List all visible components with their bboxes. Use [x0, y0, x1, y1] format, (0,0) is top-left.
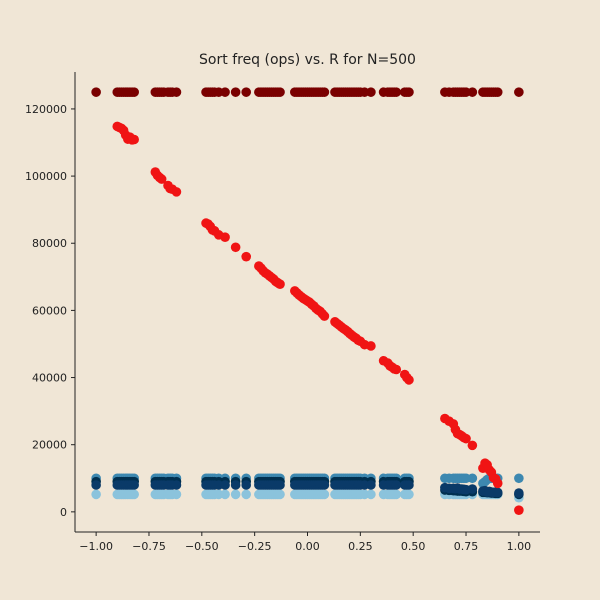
- data-point: [391, 364, 402, 375]
- x-tick-label: 1.00: [507, 540, 532, 553]
- data-point: [366, 341, 376, 351]
- data-point: [319, 489, 330, 500]
- data-point: [171, 489, 182, 500]
- data-point: [467, 484, 478, 494]
- data-point: [275, 489, 285, 500]
- x-ticks: −1.00 −0.75 −0.50 −0.25 0.00 0.25 0.50 0.75 1.00: [79, 532, 531, 553]
- data-point: [467, 473, 478, 484]
- data-point: [156, 174, 167, 184]
- y-tick-label: 120000: [25, 103, 67, 116]
- y-tick-label: 20000: [32, 439, 67, 452]
- data-point: [220, 489, 230, 500]
- x-tick-label: −0.50: [185, 540, 219, 553]
- data-point: [514, 488, 524, 498]
- data-point: [391, 87, 402, 97]
- data-point: [230, 489, 241, 500]
- data-point: [129, 87, 139, 97]
- data-point: [366, 87, 376, 97]
- data-point: [404, 489, 414, 500]
- data-point: [241, 489, 252, 500]
- data-point: [319, 480, 330, 490]
- y-tick-label: 40000: [32, 372, 67, 385]
- data-point: [241, 251, 252, 262]
- y-ticks: 0 20000 40000 60000 80000 100000 120000: [25, 103, 75, 519]
- x-tick-label: −0.75: [132, 540, 166, 553]
- data-point: [241, 87, 252, 97]
- data-point: [366, 489, 376, 500]
- x-tick-label: 0.25: [348, 540, 373, 553]
- data-point: [129, 134, 139, 145]
- data-point: [467, 440, 478, 451]
- data-point: [514, 505, 524, 515]
- data-point: [171, 87, 182, 97]
- data-point: [230, 480, 241, 490]
- x-tick-label: 0.50: [401, 540, 426, 553]
- data-point: [492, 87, 503, 97]
- y-tick-label: 60000: [32, 304, 67, 317]
- data-point: [241, 480, 252, 490]
- data-point: [404, 87, 414, 97]
- data-point: [91, 480, 101, 490]
- y-tick-label: 100000: [25, 170, 67, 183]
- data-point: [220, 480, 230, 490]
- data-point: [404, 375, 414, 385]
- data-point: [129, 480, 139, 490]
- plot-points: [91, 87, 524, 515]
- x-tick-label: 0.00: [295, 540, 320, 553]
- data-point: [404, 480, 414, 490]
- data-point: [275, 87, 285, 97]
- data-point: [366, 480, 376, 490]
- x-tick-label: 0.75: [454, 540, 479, 553]
- data-point: [220, 232, 230, 242]
- data-point: [275, 480, 285, 490]
- data-point: [129, 489, 139, 500]
- data-point: [514, 473, 524, 484]
- data-point: [391, 480, 402, 490]
- data-point: [391, 489, 402, 500]
- data-point: [319, 311, 330, 321]
- data-point: [230, 87, 241, 97]
- data-point: [230, 242, 241, 253]
- chart-title: Sort freq (ops) vs. R for N=500: [199, 52, 416, 68]
- x-tick-label: −1.00: [79, 540, 113, 553]
- data-point: [467, 87, 478, 97]
- data-point: [492, 487, 503, 498]
- data-point: [220, 87, 230, 97]
- data-point: [461, 433, 471, 444]
- data-point: [492, 478, 503, 489]
- data-point: [319, 87, 330, 97]
- data-point: [171, 187, 182, 197]
- data-point: [91, 87, 101, 97]
- data-point: [91, 489, 101, 500]
- y-tick-label: 80000: [32, 237, 67, 250]
- data-point: [514, 87, 524, 97]
- x-tick-label: −0.25: [238, 540, 272, 553]
- data-point: [275, 279, 285, 290]
- y-tick-label: 0: [60, 506, 67, 519]
- data-point: [171, 480, 182, 490]
